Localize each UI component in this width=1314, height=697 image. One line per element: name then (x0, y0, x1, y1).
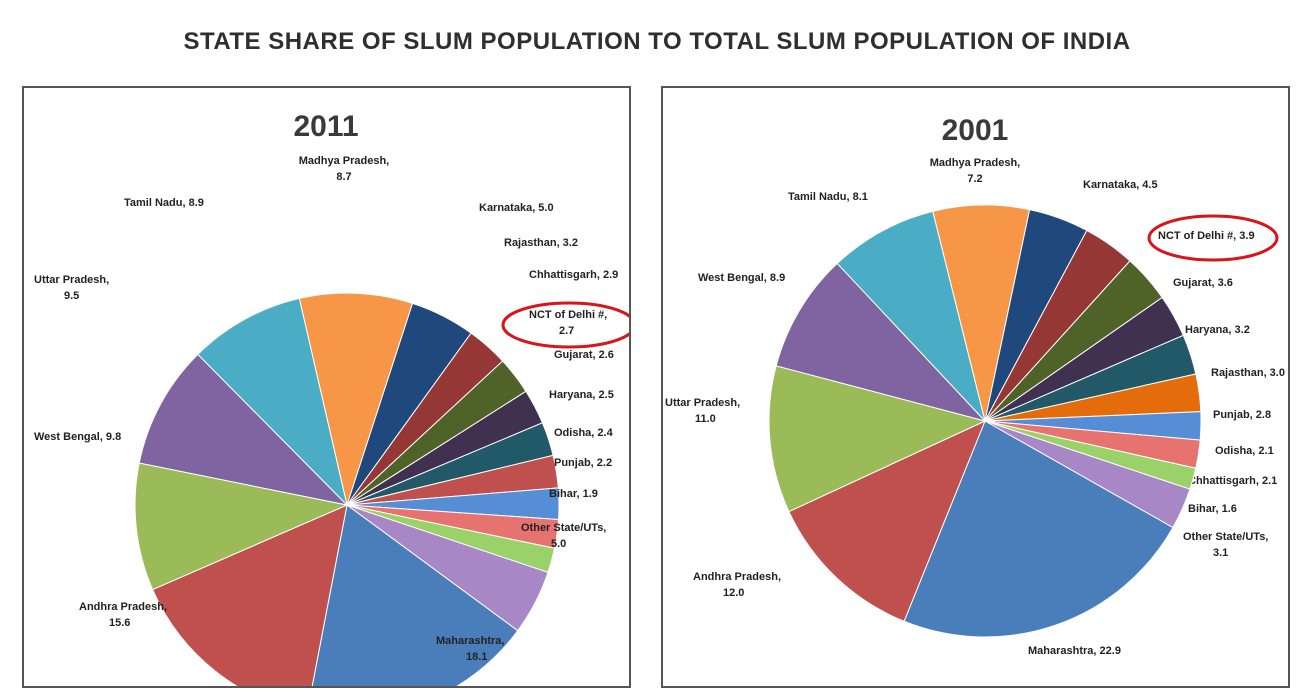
slice-label-other-state-uts: Other State/UTs, 3.1 (1183, 531, 1268, 559)
pie-slice-tamil-nadu-8-1 (836, 210, 986, 423)
pie-chart-2011-panel: 2011 Madhya Pradesh, 8.7 Karnataka, 5.0 Raja… (22, 86, 631, 688)
slice-label-punjab-2-8: Punjab, 2.8 (1213, 409, 1271, 421)
pie-slice-maharashtra-22-9 (903, 420, 1174, 638)
slice-label-rajasthan-3-2: Rajasthan, 3.2 (504, 237, 578, 249)
page-title: STATE SHARE OF SLUM POPULATION TO TOTAL … (183, 28, 1131, 55)
slice-label-bihar-1-6: Bihar, 1.6 (1188, 503, 1237, 515)
slice-label-gujarat-3-6: Gujarat, 3.6 (1173, 277, 1233, 289)
pie-chart-2001: 2001 Madhya Pradesh, 7.2 Karnataka, 4.5 NCT … (665, 114, 1285, 657)
slice-label-punjab-2-2: Punjab, 2.2 (554, 457, 612, 469)
slice-label-chhattisgarh-2-1: Chhattisgarh, 2.1 (1188, 475, 1277, 487)
slice-label-nct-of-delhi: NCT of Delhi #, 2.7 (529, 309, 607, 337)
pie-chart-2011: 2011 Madhya Pradesh, 8.7 Karnataka, 5.0 Raja… (34, 110, 629, 686)
pie-slice-uttar-pradesh (138, 353, 349, 506)
pie-slice-uttar-pradesh (768, 365, 987, 513)
slice-label-tamil-nadu-8-9: Tamil Nadu, 8.9 (124, 197, 204, 209)
slice-label-nct-of-delhi-3-9: NCT of Delhi #, 3.9 (1158, 230, 1255, 242)
slice-label-haryana-3-2: Haryana, 3.2 (1185, 324, 1250, 336)
slice-label-odisha-2-1: Odisha, 2.1 (1215, 445, 1274, 457)
slice-label-uttar-pradesh: Uttar Pradesh, 9.5 (34, 274, 109, 302)
chart-title-2001: 2001 (942, 114, 1009, 147)
pie-slice-west-bengal-8-9 (775, 262, 987, 422)
slice-label-maharashtra: Maharashtra, 18.1 (436, 635, 504, 663)
slice-label-tamil-nadu-8-1: Tamil Nadu, 8.1 (788, 191, 868, 203)
slice-label-karnataka-4-5: Karnataka, 4.5 (1083, 179, 1158, 191)
pie-chart-2001-panel: 2001 Madhya Pradesh, 7.2 Karnataka, 4.5 NCT … (661, 86, 1290, 688)
highlight-circle-delhi (1147, 214, 1279, 262)
slice-label-andhra-pradesh: Andhra Pradesh, 15.6 (79, 601, 167, 629)
slice-label-other-state-uts: Other State/UTs, 5.0 (521, 522, 606, 550)
pie-slice-madhya-pradesh (298, 292, 414, 507)
pie-slice-maharashtra (311, 504, 519, 686)
slice-label-karnataka-5-0: Karnataka, 5.0 (479, 202, 554, 214)
slice-label-haryana-2-5: Haryana, 2.5 (549, 389, 614, 401)
pie-slice-andhra-pradesh (151, 504, 348, 686)
slice-label-west-bengal-9-8: West Bengal, 9.8 (34, 431, 121, 443)
chart-title-2011: 2011 (293, 110, 358, 143)
slice-label-andhra-pradesh: Andhra Pradesh, 12.0 (693, 571, 781, 599)
slice-label-bihar-1-9: Bihar, 1.9 (549, 488, 598, 500)
slice-label-rajasthan-3-0: Rajasthan, 3.0 (1211, 367, 1285, 379)
slice-label-odisha-2-4: Odisha, 2.4 (554, 427, 614, 439)
slice-label-maharashtra-22-9: Maharashtra, 22.9 (1028, 645, 1121, 657)
slice-label-uttar-pradesh: Uttar Pradesh, 11.0 (665, 397, 740, 425)
slice-label-west-bengal-8-9: West Bengal, 8.9 (698, 272, 785, 284)
slice-label-gujarat-2-6: Gujarat, 2.6 (554, 349, 614, 361)
highlight-circle-delhi (501, 301, 629, 349)
slice-label-madhya-pradesh: Madhya Pradesh, 7.2 (930, 157, 1020, 185)
pie-slice-tamil-nadu-8-9 (197, 297, 348, 507)
slice-label-madhya-pradesh: Madhya Pradesh, 8.7 (299, 155, 389, 183)
pie-slice-andhra-pradesh (788, 420, 986, 622)
slice-label-chhattisgarh-2-9: Chhattisgarh, 2.9 (529, 269, 618, 281)
